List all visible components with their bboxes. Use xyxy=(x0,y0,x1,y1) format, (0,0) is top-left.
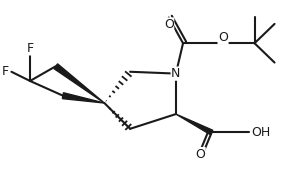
Polygon shape xyxy=(62,93,104,103)
Text: O: O xyxy=(195,148,205,161)
Text: OH: OH xyxy=(251,126,271,139)
Text: F: F xyxy=(27,42,33,55)
Text: N: N xyxy=(171,67,180,80)
Polygon shape xyxy=(176,114,213,135)
Text: F: F xyxy=(2,65,9,78)
Text: O: O xyxy=(164,18,174,31)
Polygon shape xyxy=(54,64,104,103)
Text: O: O xyxy=(218,31,228,44)
